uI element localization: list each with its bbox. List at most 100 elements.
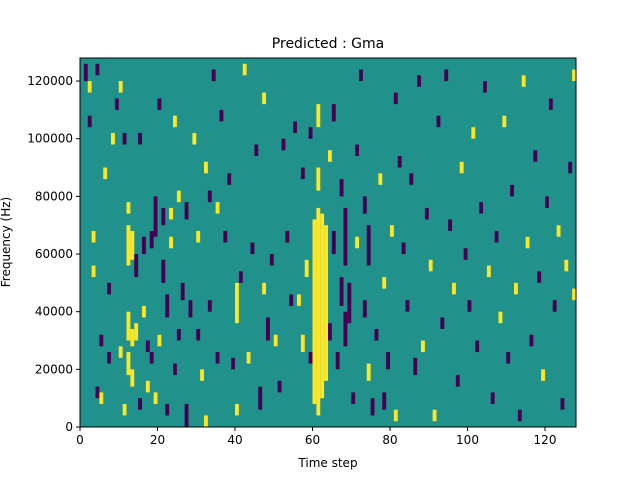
- heatmap-cell: [254, 144, 259, 157]
- heatmap-cell: [409, 173, 414, 185]
- heatmap-cell: [335, 352, 340, 370]
- heatmap-cell: [417, 75, 422, 87]
- y-tick-label: 100000: [27, 132, 73, 146]
- y-axis: 0 20000 40000 60000 80000 100000 120000: [27, 74, 80, 434]
- heatmap-cell: [138, 132, 143, 145]
- heatmap-cell: [537, 271, 542, 283]
- heatmap-cell: [223, 230, 228, 243]
- heatmap-cell: [413, 357, 418, 376]
- heatmap-cell: [103, 167, 108, 180]
- heatmap-cell: [215, 202, 220, 214]
- heatmap-cell: [486, 265, 491, 278]
- heatmap-cell: [475, 340, 480, 353]
- heatmap-cell: [235, 403, 239, 416]
- heatmap-cell: [215, 352, 220, 364]
- heatmap-cell: [250, 242, 255, 255]
- y-tick-label: 80000: [35, 189, 73, 203]
- heatmap-cell: [502, 115, 507, 128]
- heatmap-cell: [428, 259, 433, 272]
- heatmap-cell: [320, 213, 325, 399]
- heatmap-cell: [347, 282, 352, 324]
- heatmap-cell: [382, 392, 387, 410]
- heatmap-cell: [525, 236, 530, 249]
- y-axis-label: Frequency (Hz): [0, 197, 13, 288]
- heatmap-cell: [289, 294, 294, 306]
- heatmap-cell: [196, 328, 201, 341]
- heatmap-cell: [572, 69, 577, 82]
- heatmap-cell: [521, 75, 526, 87]
- heatmap-cell: [238, 271, 243, 283]
- heatmap-cell: [362, 196, 367, 214]
- heatmap-cell: [316, 207, 321, 416]
- heatmap-cell: [529, 334, 534, 347]
- heatmap-cell: [339, 277, 344, 306]
- heatmap-cell: [424, 207, 429, 220]
- heatmap-cell: [142, 305, 146, 318]
- heatmap-cell: [95, 63, 100, 76]
- heatmap-cell: [188, 300, 193, 318]
- y-tick-label: 20000: [35, 362, 73, 376]
- heatmap-cell: [421, 340, 425, 353]
- heatmap-cell: [328, 150, 332, 162]
- heatmap-cell: [300, 167, 305, 180]
- heatmap-cell: [266, 317, 270, 341]
- heatmap-cell: [343, 311, 348, 347]
- heatmap-cell: [366, 225, 371, 266]
- chart-title: Predicted : Gma: [272, 36, 384, 52]
- heatmap-cell: [83, 63, 88, 82]
- heatmap-cell: [552, 300, 557, 312]
- heatmap-cell: [362, 300, 367, 318]
- heatmap-cell: [165, 294, 170, 318]
- heatmap-cell: [231, 357, 236, 370]
- x-tick-label: 40: [227, 433, 242, 447]
- heatmap-cell: [227, 173, 232, 185]
- heatmap-cell: [149, 352, 154, 364]
- heatmap-cell: [122, 403, 127, 416]
- heatmap-cell: [297, 294, 301, 306]
- heatmap-cell: [308, 127, 313, 139]
- heatmap-cell: [506, 352, 511, 364]
- heatmap-cell: [386, 352, 391, 370]
- heatmap-cell: [157, 334, 162, 347]
- heatmap-cell: [405, 300, 410, 312]
- x-axis: 0 20 40 60 80 100 120: [76, 427, 556, 447]
- heatmap-cells: [83, 63, 577, 427]
- heatmap-cell: [169, 236, 174, 249]
- heatmap-cell: [184, 202, 189, 220]
- heatmap-cell: [157, 98, 162, 110]
- heatmap-cell: [87, 115, 92, 128]
- heatmap-cell: [95, 386, 100, 399]
- heatmap-cell: [235, 282, 239, 324]
- heatmap-cell: [436, 115, 441, 128]
- heatmap-cell: [145, 380, 150, 393]
- heatmap-cell: [99, 334, 104, 347]
- heatmap-cell: [173, 115, 177, 128]
- heatmap-cell: [572, 288, 577, 301]
- heatmap-cell: [397, 156, 402, 168]
- heatmap-cell: [308, 352, 313, 364]
- heatmap-cell: [316, 104, 321, 128]
- heatmap-cell: [211, 69, 216, 82]
- heatmap-cell: [448, 219, 453, 231]
- heatmap-cell: [514, 282, 518, 295]
- heatmap-cell: [153, 392, 158, 404]
- heatmap-cell: [378, 173, 383, 185]
- heatmap-cell: [390, 225, 394, 237]
- x-tick-label: 0: [76, 433, 84, 447]
- heatmap-cell: [382, 277, 387, 289]
- heatmap-cell: [393, 409, 398, 422]
- heatmap-cell: [184, 403, 189, 427]
- heatmap-cell: [494, 230, 499, 243]
- heatmap-cell: [328, 323, 332, 341]
- heatmap-cell: [204, 161, 208, 174]
- heatmap-cell: [200, 369, 205, 381]
- heatmap-cell: [355, 236, 360, 249]
- heatmap-cell: [285, 230, 290, 243]
- heatmap-cell: [471, 127, 476, 139]
- heatmap-cell: [324, 225, 329, 381]
- heatmap-cell: [130, 328, 135, 347]
- heatmap-cell: [498, 311, 503, 324]
- heatmap-cell: [130, 369, 135, 387]
- heatmap-cell: [560, 398, 565, 410]
